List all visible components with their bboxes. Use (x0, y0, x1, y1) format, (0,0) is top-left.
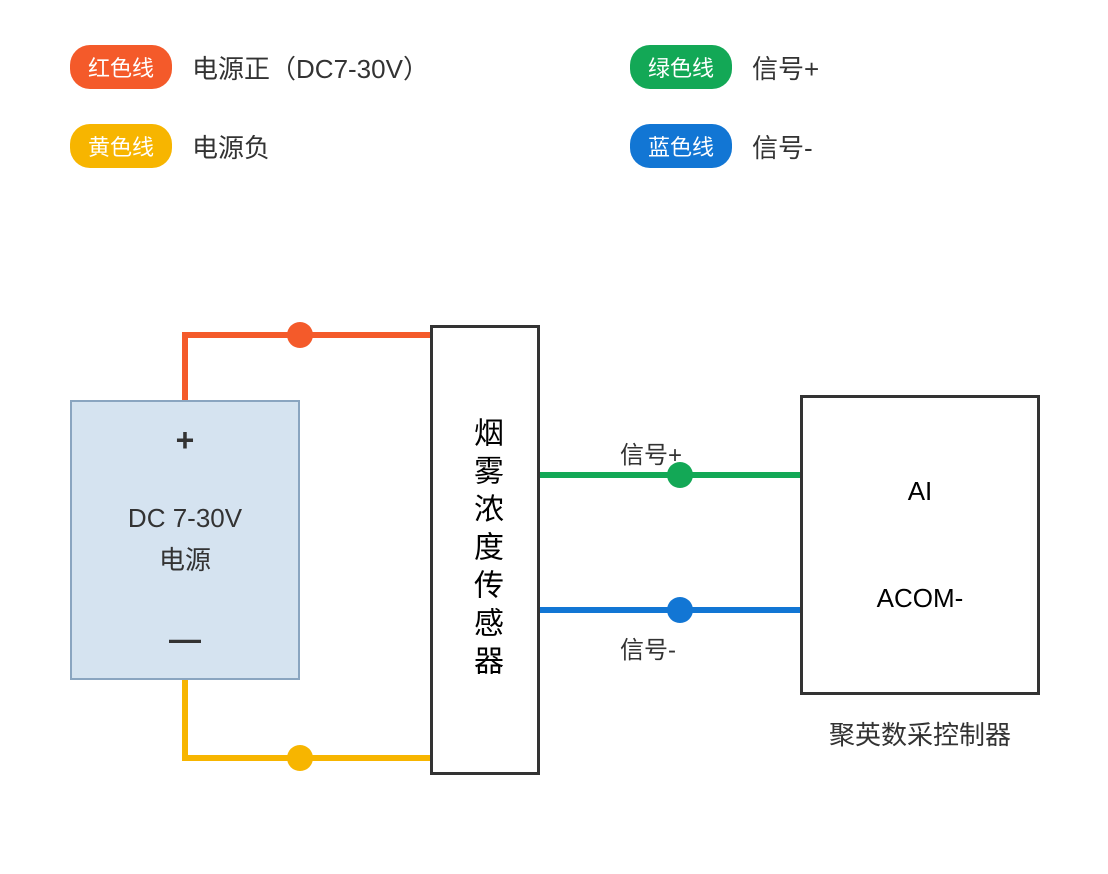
legend: 红色线 电源正（DC7-30V） 绿色线 信号+ 黄色线 电源负 蓝色线 信号- (70, 45, 1038, 203)
power-supply-box: + DC 7-30V 电源 — (70, 400, 300, 680)
controller-line2: ACOM- (877, 583, 964, 614)
wire-yellow (185, 680, 430, 758)
pill-red: 红色线 (70, 45, 172, 89)
wiring-diagram: + DC 7-30V 电源 — 烟雾浓度传感器 AI ACOM- 聚英数采控制器… (0, 280, 1108, 840)
legend-row-2: 黄色线 电源负 蓝色线 信号- (70, 124, 1038, 168)
wire-label-green: 信号+ (620, 435, 682, 470)
legend-text-red: 电源正（DC7-30V） (192, 49, 429, 86)
legend-text-blue: 信号- (752, 128, 813, 165)
sensor-label: 烟雾浓度传感器 (463, 417, 507, 683)
legend-row-1: 红色线 电源正（DC7-30V） 绿色线 信号+ (70, 45, 1038, 89)
pill-yellow: 黄色线 (70, 124, 172, 168)
legend-text-yellow: 电源负 (192, 128, 270, 165)
power-label-line2: 电源 (128, 540, 242, 582)
legend-item-red: 红色线 电源正（DC7-30V） (70, 45, 630, 89)
wire-red (185, 335, 430, 400)
dot-red (287, 322, 313, 348)
power-label-line1: DC 7-30V (128, 498, 242, 540)
power-minus-terminal: — (169, 621, 201, 658)
controller-line1: AI (908, 476, 933, 507)
power-plus-terminal: + (176, 422, 195, 459)
legend-item-green: 绿色线 信号+ (630, 45, 819, 89)
legend-text-green: 信号+ (752, 49, 819, 86)
wire-label-blue: 信号- (620, 630, 676, 665)
controller-box: AI ACOM- (800, 395, 1040, 695)
controller-caption: 聚英数采控制器 (800, 715, 1040, 752)
power-label: DC 7-30V 电源 (128, 498, 242, 581)
sensor-box: 烟雾浓度传感器 (430, 325, 540, 775)
pill-green: 绿色线 (630, 45, 732, 89)
dot-yellow (287, 745, 313, 771)
legend-item-yellow: 黄色线 电源负 (70, 124, 630, 168)
pill-blue: 蓝色线 (630, 124, 732, 168)
legend-item-blue: 蓝色线 信号- (630, 124, 813, 168)
dot-blue (667, 597, 693, 623)
